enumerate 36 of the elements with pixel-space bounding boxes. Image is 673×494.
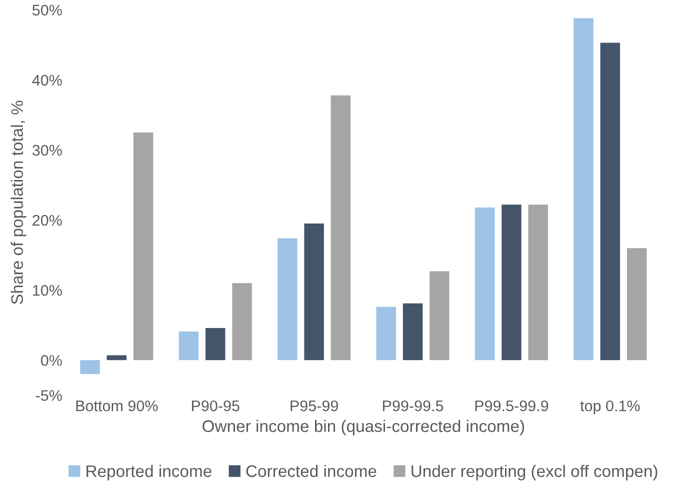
- bar: [304, 224, 324, 360]
- y-axis-title: Share of population total, %: [10, 100, 26, 304]
- bar: [330, 95, 351, 360]
- bar: [430, 271, 450, 360]
- bar: [600, 42, 620, 360]
- y-tick-label: 50%: [32, 4, 62, 16]
- bar: [402, 303, 423, 360]
- bar: [178, 331, 199, 360]
- x-tick-label: P95-99: [290, 400, 338, 412]
- x-tick-label: top 0.1%: [580, 400, 640, 414]
- y-tick-label: 10%: [33, 284, 62, 296]
- bar: [278, 238, 298, 360]
- legend-label: Reported income: [86, 464, 212, 480]
- x-axis-title: Owner income bin (quasi-corrected income): [202, 420, 524, 436]
- bar: [376, 306, 396, 360]
- x-tick-label: P99-99.5: [383, 400, 444, 412]
- y-tick-label: 40%: [32, 74, 62, 86]
- x-tick-label: P90-95: [192, 400, 240, 412]
- legend-label: Corrected income: [246, 464, 376, 478]
- bar: [626, 248, 647, 360]
- bar: [232, 283, 252, 360]
- bar: [528, 204, 548, 360]
- x-tick-label: P99.5-99.9: [475, 400, 548, 412]
- bar: [106, 355, 127, 360]
- legend-label: Under reporting (excl off compen): [412, 464, 658, 480]
- y-tick-label: 0%: [40, 355, 62, 366]
- bar: [80, 360, 100, 374]
- x-tick-label: Bottom 90%: [76, 400, 158, 412]
- y-tick-label: 20%: [32, 214, 62, 226]
- bar: [502, 204, 522, 360]
- bar: [205, 328, 226, 360]
- y-tick-label: 30%: [32, 144, 62, 156]
- bar: [574, 18, 594, 360]
- bar: [133, 132, 154, 360]
- bar: [474, 207, 495, 360]
- y-tick-label: -5%: [36, 390, 62, 401]
